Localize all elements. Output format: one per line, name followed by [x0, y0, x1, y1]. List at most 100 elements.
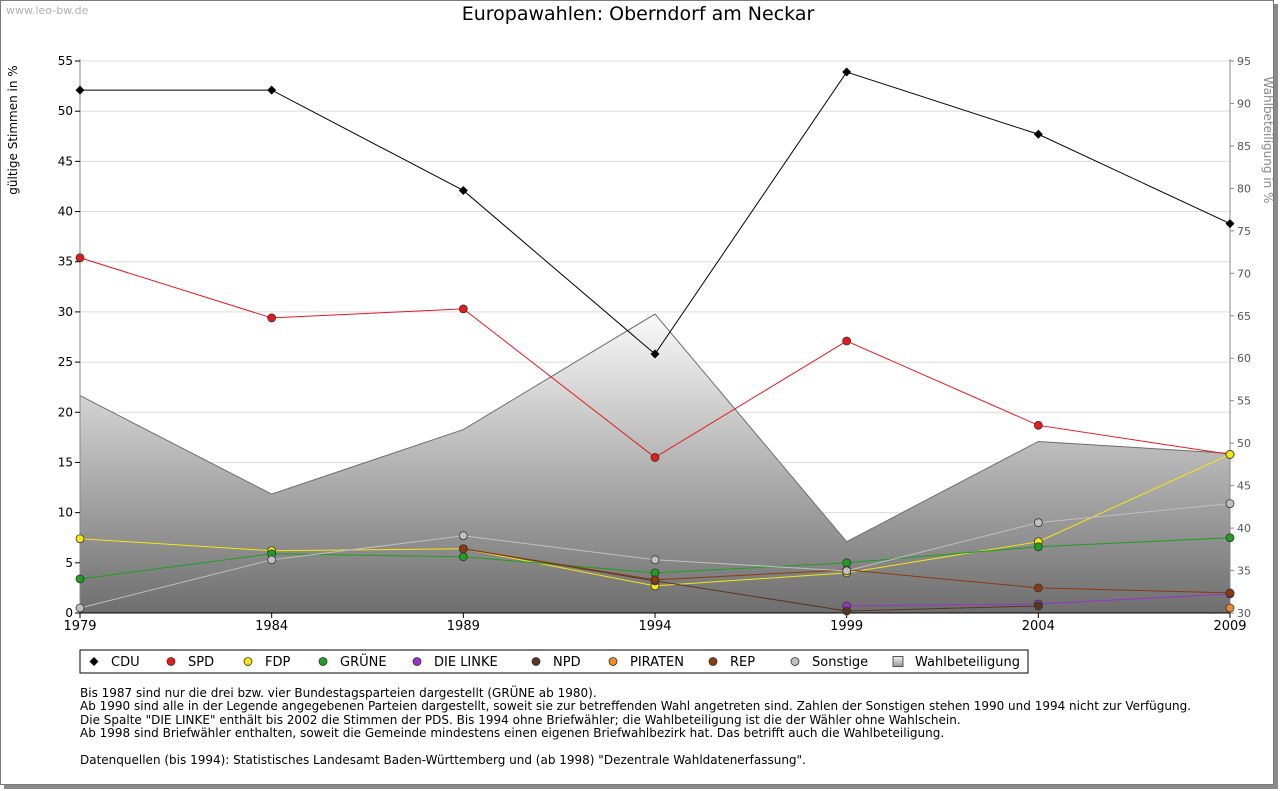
footnote-line: Ab 1998 sind Briefwähler enthalten, sowe…: [80, 726, 945, 741]
legend-item-gruene: GRÜNE: [318, 653, 387, 670]
y2-tick-label: 80: [1237, 182, 1251, 195]
x-tick-label: 1994: [638, 619, 671, 634]
y-axis-title: gültige Stimmen in %: [6, 65, 20, 194]
y-tick-label: 55: [58, 54, 73, 68]
legend-marker: [166, 657, 176, 666]
legend-swatch: [892, 656, 904, 667]
y-tick-label: 20: [58, 405, 73, 419]
data-point: [458, 544, 468, 554]
footnote-line: [80, 741, 1260, 754]
legend-marker: [708, 657, 718, 666]
series-spd: [75, 253, 1235, 462]
legend-label: FDP: [265, 655, 290, 670]
turnout-area-fill: [80, 314, 1230, 613]
y2-tick-label: 60: [1237, 352, 1251, 365]
legend-label: Sonstige: [812, 655, 868, 670]
data-point: [267, 313, 277, 323]
data-point: [458, 531, 468, 541]
data-point: [650, 349, 660, 359]
data-point: [1033, 129, 1043, 139]
legend-marker: [318, 657, 328, 666]
y-tick-label: 0: [65, 606, 73, 620]
data-point: [842, 336, 852, 346]
y-tick-label: 15: [58, 455, 73, 469]
y-tick-label: 5: [65, 556, 73, 570]
y2-axis-title: Wahlbeteiligung in %: [1261, 77, 1275, 204]
data-point: [75, 603, 85, 613]
y2-tick-label: 70: [1237, 267, 1251, 280]
legend-label: REP: [730, 655, 755, 670]
y-tick-label: 10: [58, 506, 73, 520]
y-tick-label: 35: [58, 255, 73, 269]
y2-tick-label: 85: [1237, 140, 1251, 153]
y2-tick-label: 45: [1237, 480, 1251, 493]
data-point: [842, 606, 852, 616]
data-point: [1033, 583, 1043, 593]
watermark: www.leo-bw.de: [6, 4, 89, 17]
footnotes: Bis 1987 sind nur die drei bzw. vier Bun…: [80, 686, 1260, 768]
series: [75, 67, 1235, 616]
data-point: [75, 253, 85, 263]
legend-item-spd: SPD: [166, 655, 214, 670]
data-point: [650, 453, 660, 462]
y-tick-label: 45: [58, 154, 73, 168]
y2-tick-label: 40: [1237, 522, 1251, 535]
legend-label: Wahlbeteiligung: [915, 655, 1020, 670]
data-point: [1225, 219, 1235, 229]
x-tick-label: 1979: [63, 619, 96, 634]
data-point: [267, 555, 277, 565]
legend-marker: [531, 657, 541, 666]
legend-item-piraten: PIRATEN: [608, 655, 684, 670]
data-point: [1033, 601, 1043, 611]
x-tick-label: 1989: [447, 619, 480, 634]
legend-label: GRÜNE: [340, 653, 387, 670]
legend-marker: [89, 657, 99, 666]
y2-tick-label: 65: [1237, 310, 1251, 323]
legend-label: PIRATEN: [630, 655, 684, 670]
y-tick-label: 30: [58, 305, 73, 319]
series-gruene: [75, 533, 1235, 584]
legend-item-fdp: FDP: [243, 655, 290, 670]
x-tick-label: 1999: [830, 619, 863, 634]
turnout-area-line: [79, 313, 1231, 543]
legend-label: CDU: [111, 655, 140, 670]
legend-item-wahlbeteiligung: Wahlbeteiligung: [892, 655, 1020, 670]
data-point: [1033, 420, 1043, 430]
legend-box: [79, 649, 1029, 674]
footnote-line: Datenquellen (bis 1994): Statistisches L…: [80, 753, 806, 768]
footnote-line: Die Spalte "DIE LINKE" enthält bis 2002 …: [80, 712, 961, 727]
legend-item-rep: REP: [708, 655, 755, 670]
data-point: [1225, 588, 1235, 598]
data-point: [650, 575, 660, 585]
y2-tick-label: 90: [1237, 97, 1251, 110]
y2-tick-label: 75: [1237, 225, 1251, 238]
turnout-area: [79, 313, 1231, 613]
x-tick-label: 2004: [1022, 619, 1055, 634]
legend-label: DIE LINKE: [434, 655, 498, 670]
data-point: [1033, 542, 1043, 552]
y-tick-label: 50: [58, 104, 73, 118]
y-tick-label: 25: [58, 355, 73, 369]
y2-tick-label: 30: [1237, 607, 1251, 620]
legend-label: NPD: [553, 655, 581, 670]
chart-title: Europawahlen: Oberndorf am Neckar: [461, 3, 815, 25]
data-point: [458, 185, 468, 195]
legend-marker: [608, 657, 618, 666]
data-point: [267, 85, 277, 95]
legend-item-npd: NPD: [531, 655, 581, 670]
data-point: [842, 67, 852, 77]
data-point: [75, 534, 85, 544]
y2-tick-label: 35: [1237, 565, 1251, 578]
data-point: [75, 85, 85, 95]
data-point: [75, 574, 85, 584]
data-point: [458, 552, 468, 562]
footnote-line: Ab 1990 sind alle in der Legende angegeb…: [80, 699, 1192, 714]
legend-item-cdu: CDU: [89, 655, 140, 670]
y2-tick-label: 95: [1237, 55, 1251, 68]
series-sonstige: [75, 499, 1235, 613]
y2-tick-label: 50: [1237, 437, 1251, 450]
x-tick-label: 1984: [255, 619, 288, 634]
legend-marker: [243, 657, 253, 666]
footnote-line: Bis 1987 sind nur die drei bzw. vier Bun…: [80, 686, 597, 700]
